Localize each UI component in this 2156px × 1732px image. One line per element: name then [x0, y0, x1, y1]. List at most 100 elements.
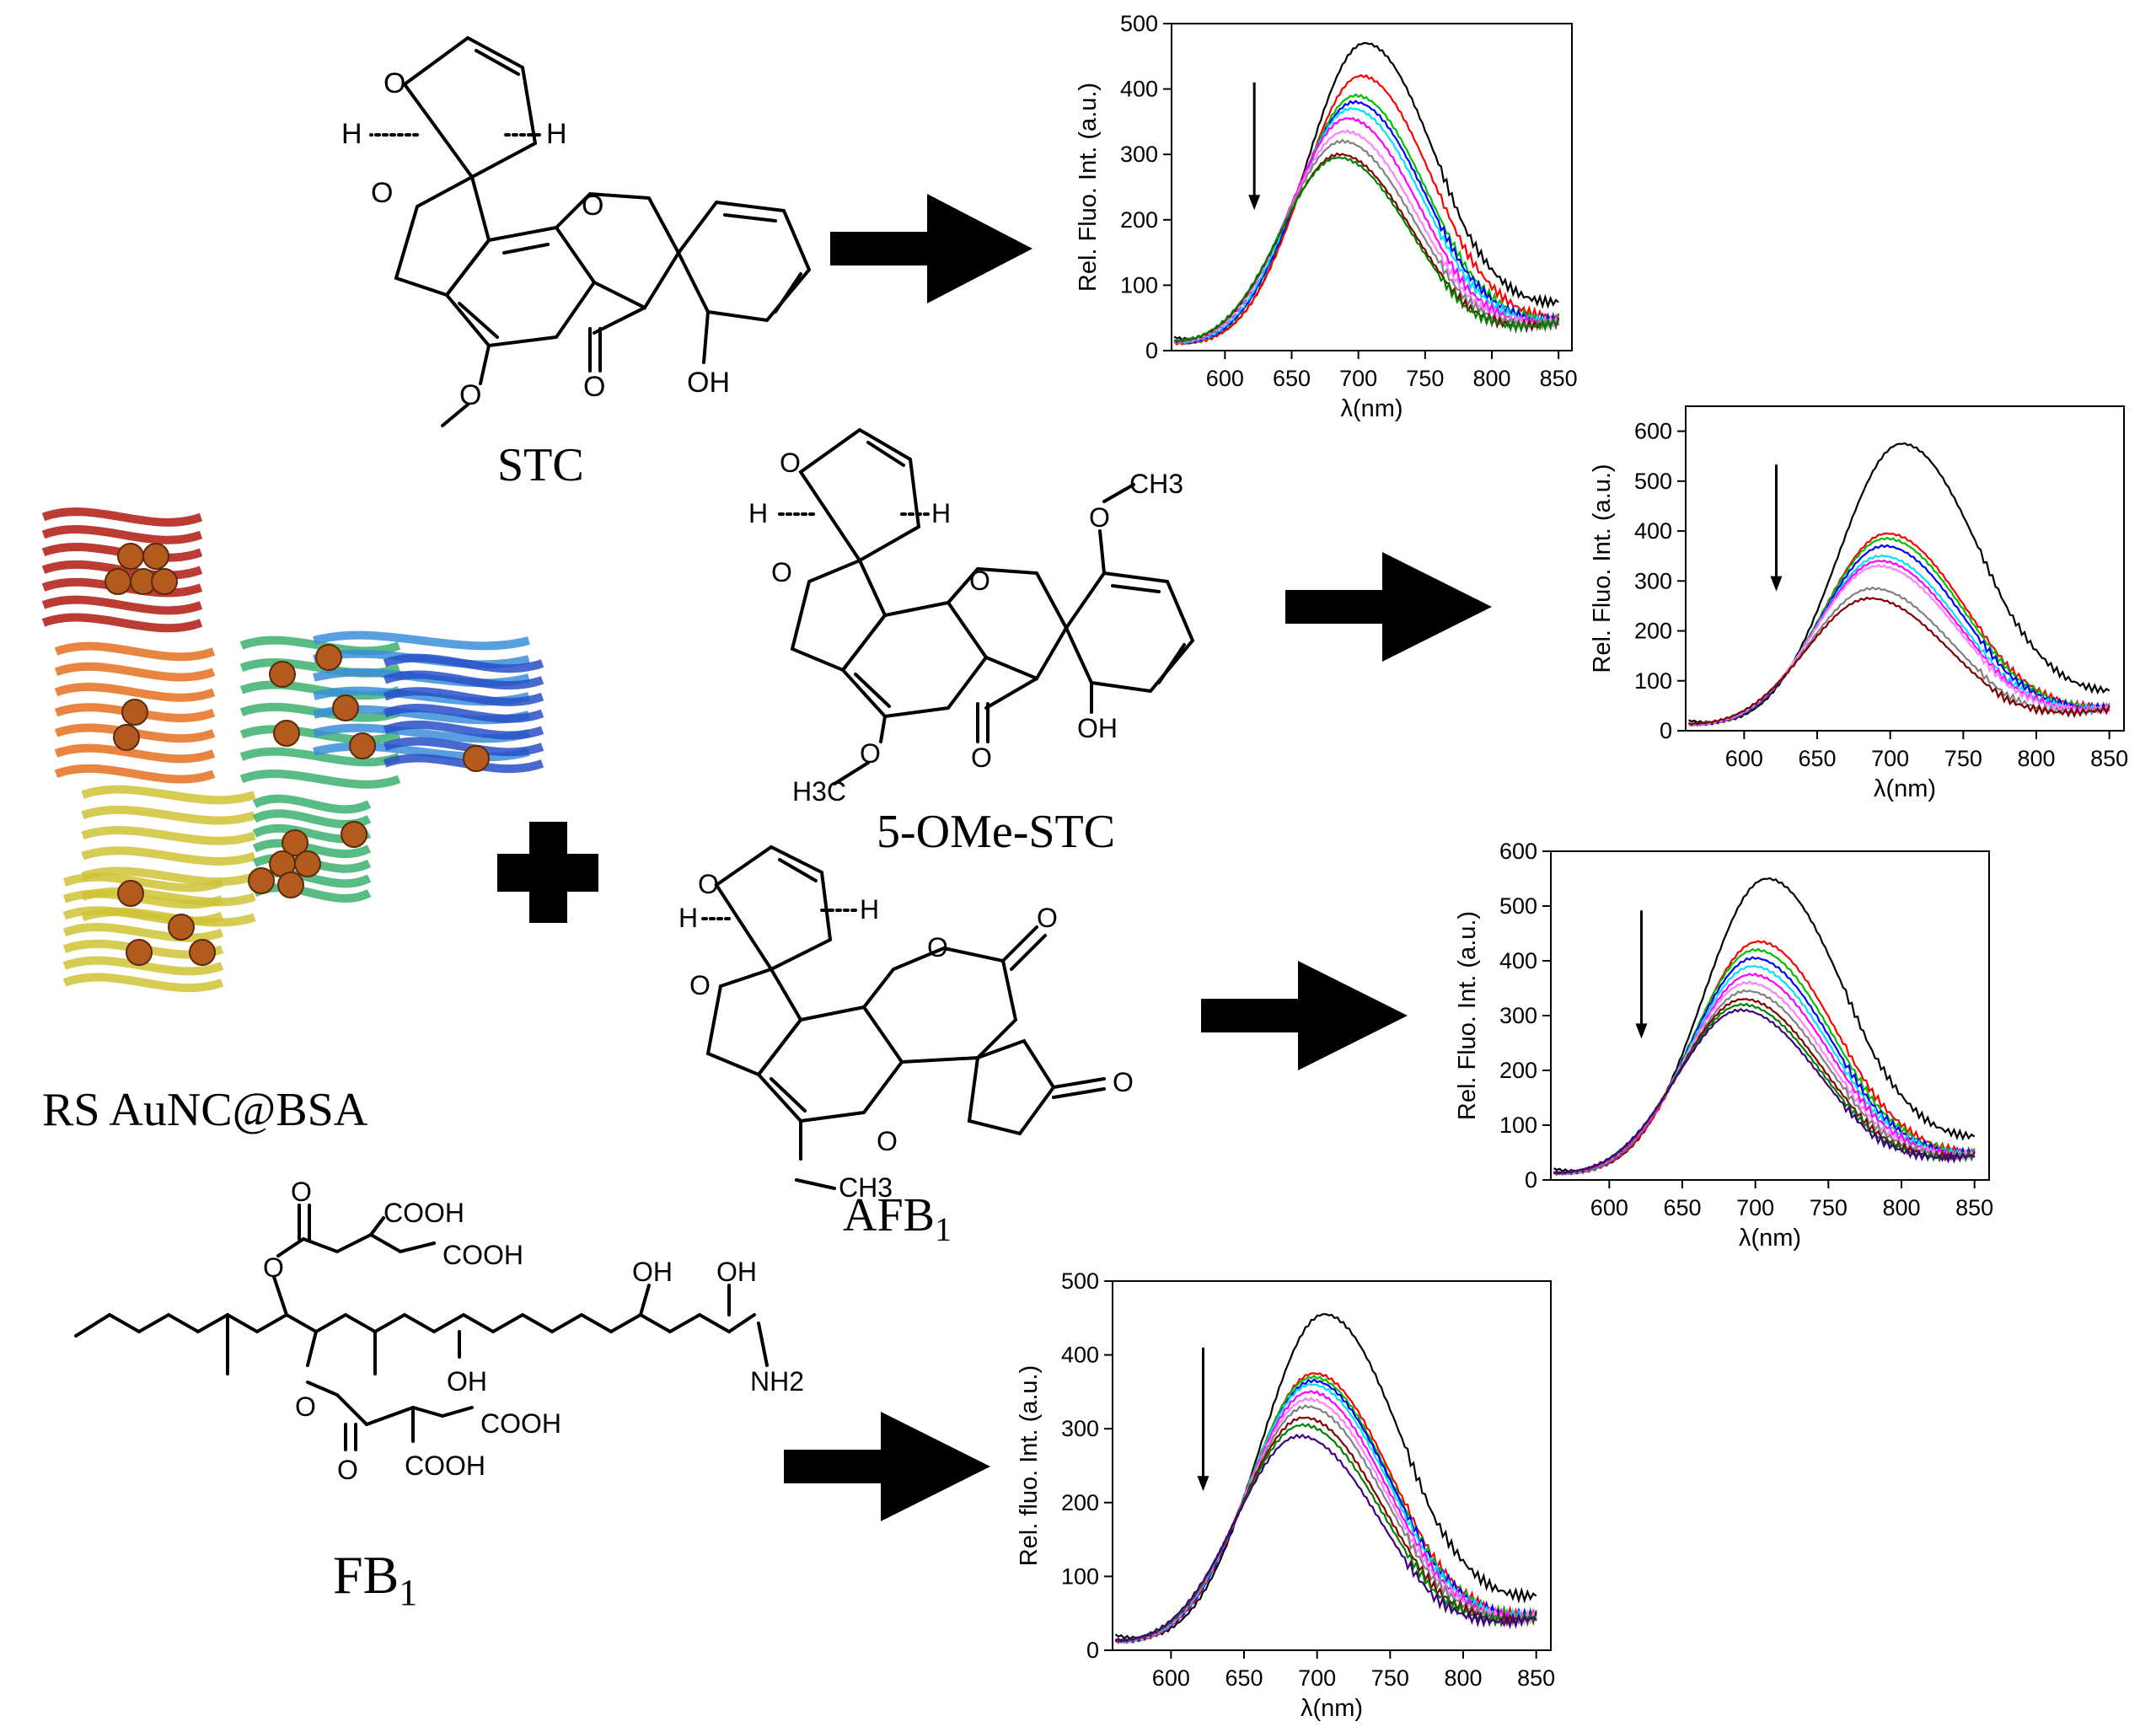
y-tick-label: 300 [1120, 142, 1158, 167]
helix-ribbon [54, 743, 216, 764]
y-tick-label: 500 [1120, 11, 1158, 36]
arrow-right-icon-1 [830, 194, 1032, 303]
afb1-atoms: O O O O O O CH3 H H [678, 869, 1134, 1203]
stc-o3: O [582, 190, 603, 222]
afb1-och3: CH3 [839, 1172, 893, 1203]
helix-ribbon [81, 785, 256, 805]
stc-label: STC [497, 439, 584, 491]
y-tick-label: 200 [1120, 207, 1158, 233]
series-line [1174, 156, 1560, 343]
x-tick-label: 800 [1472, 366, 1510, 391]
helix-ribbon [62, 956, 224, 976]
y-axis-label: Rel. Fluo. Int. (a.u.) [1454, 911, 1481, 1120]
helix-ribbon [41, 525, 203, 544]
stc-h1: H [341, 118, 362, 150]
x-tick-label: 750 [1810, 1195, 1848, 1220]
x-tick-label: 700 [1736, 1195, 1774, 1220]
plus-icon [497, 822, 598, 923]
y-tick-label: 300 [1499, 1003, 1537, 1028]
5-ome-stc-atoms: O O O O O O CH3 OH H3C H H [748, 448, 1183, 807]
arrow-down-icon [1248, 195, 1261, 211]
gold-cluster-sphere [117, 880, 144, 907]
arrow-right-icon-2 [1285, 552, 1492, 662]
helix-ribbon [62, 923, 224, 942]
gold-cluster-sphere [117, 543, 144, 570]
stc-atoms: O O O O O OH H H [341, 67, 730, 411]
fb1-cooh1: COOH [383, 1198, 464, 1228]
helix-ribbon [54, 641, 216, 662]
helix-ribbon [383, 670, 544, 690]
x-tick-label: 600 [1590, 1195, 1628, 1220]
series-line [1553, 877, 1976, 1173]
ome-o5: O [860, 738, 881, 769]
ome-o1: O [780, 448, 801, 478]
chart-stc: 600 650 700 750 800 850 0 100 200 300 400 500 λ(nm) R… [1075, 11, 1578, 422]
y-tick-label: 500 [1061, 1268, 1099, 1294]
5-ome-stc-structure [774, 427, 1195, 786]
helix-ribbon [252, 839, 372, 859]
stc-o1: O [383, 67, 405, 99]
y-tick-label: 0 [1525, 1167, 1537, 1193]
gold-cluster-sphere [349, 732, 376, 759]
y-axis-label: Rel. Fluo. Int. (a.u.) [1075, 83, 1102, 292]
x-tick-label: 850 [1540, 366, 1578, 391]
gold-cluster-sphere [168, 914, 195, 941]
y-tick-label: 400 [1120, 77, 1158, 102]
stc-o4: O [583, 371, 605, 403]
fb1-oh1: OH [447, 1366, 487, 1397]
fb1-cooh4: COOH [405, 1450, 485, 1481]
arrow-right-icon-3 [1201, 961, 1408, 1070]
x-tick-label: 650 [1225, 1665, 1263, 1691]
series-line [1688, 442, 2110, 725]
gold-cluster-sphere [142, 543, 169, 570]
x-tick-label: 700 [1298, 1665, 1336, 1691]
5-ome-stc-label: 5-OMe-STC [877, 806, 1115, 858]
ome-ch3: CH3 [1129, 469, 1183, 499]
y-tick-label: 100 [1499, 1113, 1537, 1138]
ome-h1: H [748, 498, 768, 528]
series-line [1114, 1313, 1537, 1641]
ome-o6: O [1089, 502, 1110, 533]
y-tick-label: 0 [1145, 338, 1158, 363]
stc-structure [369, 35, 812, 427]
series-line [1687, 554, 2110, 727]
fb1-cooh3: COOH [480, 1408, 561, 1439]
fb1-o3: O [295, 1391, 316, 1422]
y-tick-label: 400 [1061, 1343, 1099, 1368]
fb1-label-sub: 1 [399, 1572, 417, 1613]
arrow-down-icon [1635, 1023, 1648, 1039]
fb1-oh2: OH [632, 1257, 673, 1287]
ome-o2: O [771, 557, 792, 587]
helix-ribbon [62, 906, 224, 925]
y-tick-label: 100 [1634, 668, 1672, 694]
afb1-label: AFB1 [843, 1189, 952, 1248]
helix-ribbon [383, 687, 544, 706]
helix-cluster [54, 641, 216, 784]
y-tick-label: 300 [1634, 568, 1672, 593]
helix-ribbon [383, 653, 544, 673]
stc-o5: O [459, 379, 481, 411]
stc-o2: O [371, 177, 393, 209]
ome-oh: OH [1077, 713, 1118, 743]
fb1-o1: O [291, 1177, 312, 1207]
y-tick-label: 600 [1634, 419, 1672, 444]
chart-afb1: 600 650 700 750 800 850 0 100 200 300 400 500 600 λ(n… [1454, 839, 1993, 1252]
arrow-down-icon [1770, 576, 1783, 592]
fb1-oh3: OH [716, 1257, 757, 1287]
x-tick-label: 700 [1339, 366, 1377, 391]
plot-frame [1112, 1280, 1552, 1651]
plot-frame [1685, 405, 2125, 732]
helix-ribbon [239, 635, 401, 656]
afb1-structure [698, 845, 1106, 1190]
y-tick-label: 200 [1061, 1490, 1099, 1515]
helix-ribbon [239, 747, 401, 767]
helix-ribbon [383, 737, 544, 757]
fb1-atoms: O COOH COOH O O O COOH COOH OH OH OH NH2 [263, 1177, 804, 1485]
gold-cluster-sphere [248, 867, 275, 894]
x-tick-label: 650 [1663, 1195, 1701, 1220]
x-tick-label: 850 [1955, 1195, 1993, 1220]
x-tick-label: 600 [1206, 366, 1244, 391]
y-tick-label: 500 [1499, 893, 1537, 919]
helix-ribbon [54, 764, 216, 784]
y-axis-label: Rel. fluo. Int. (a.u.) [1016, 1365, 1043, 1567]
